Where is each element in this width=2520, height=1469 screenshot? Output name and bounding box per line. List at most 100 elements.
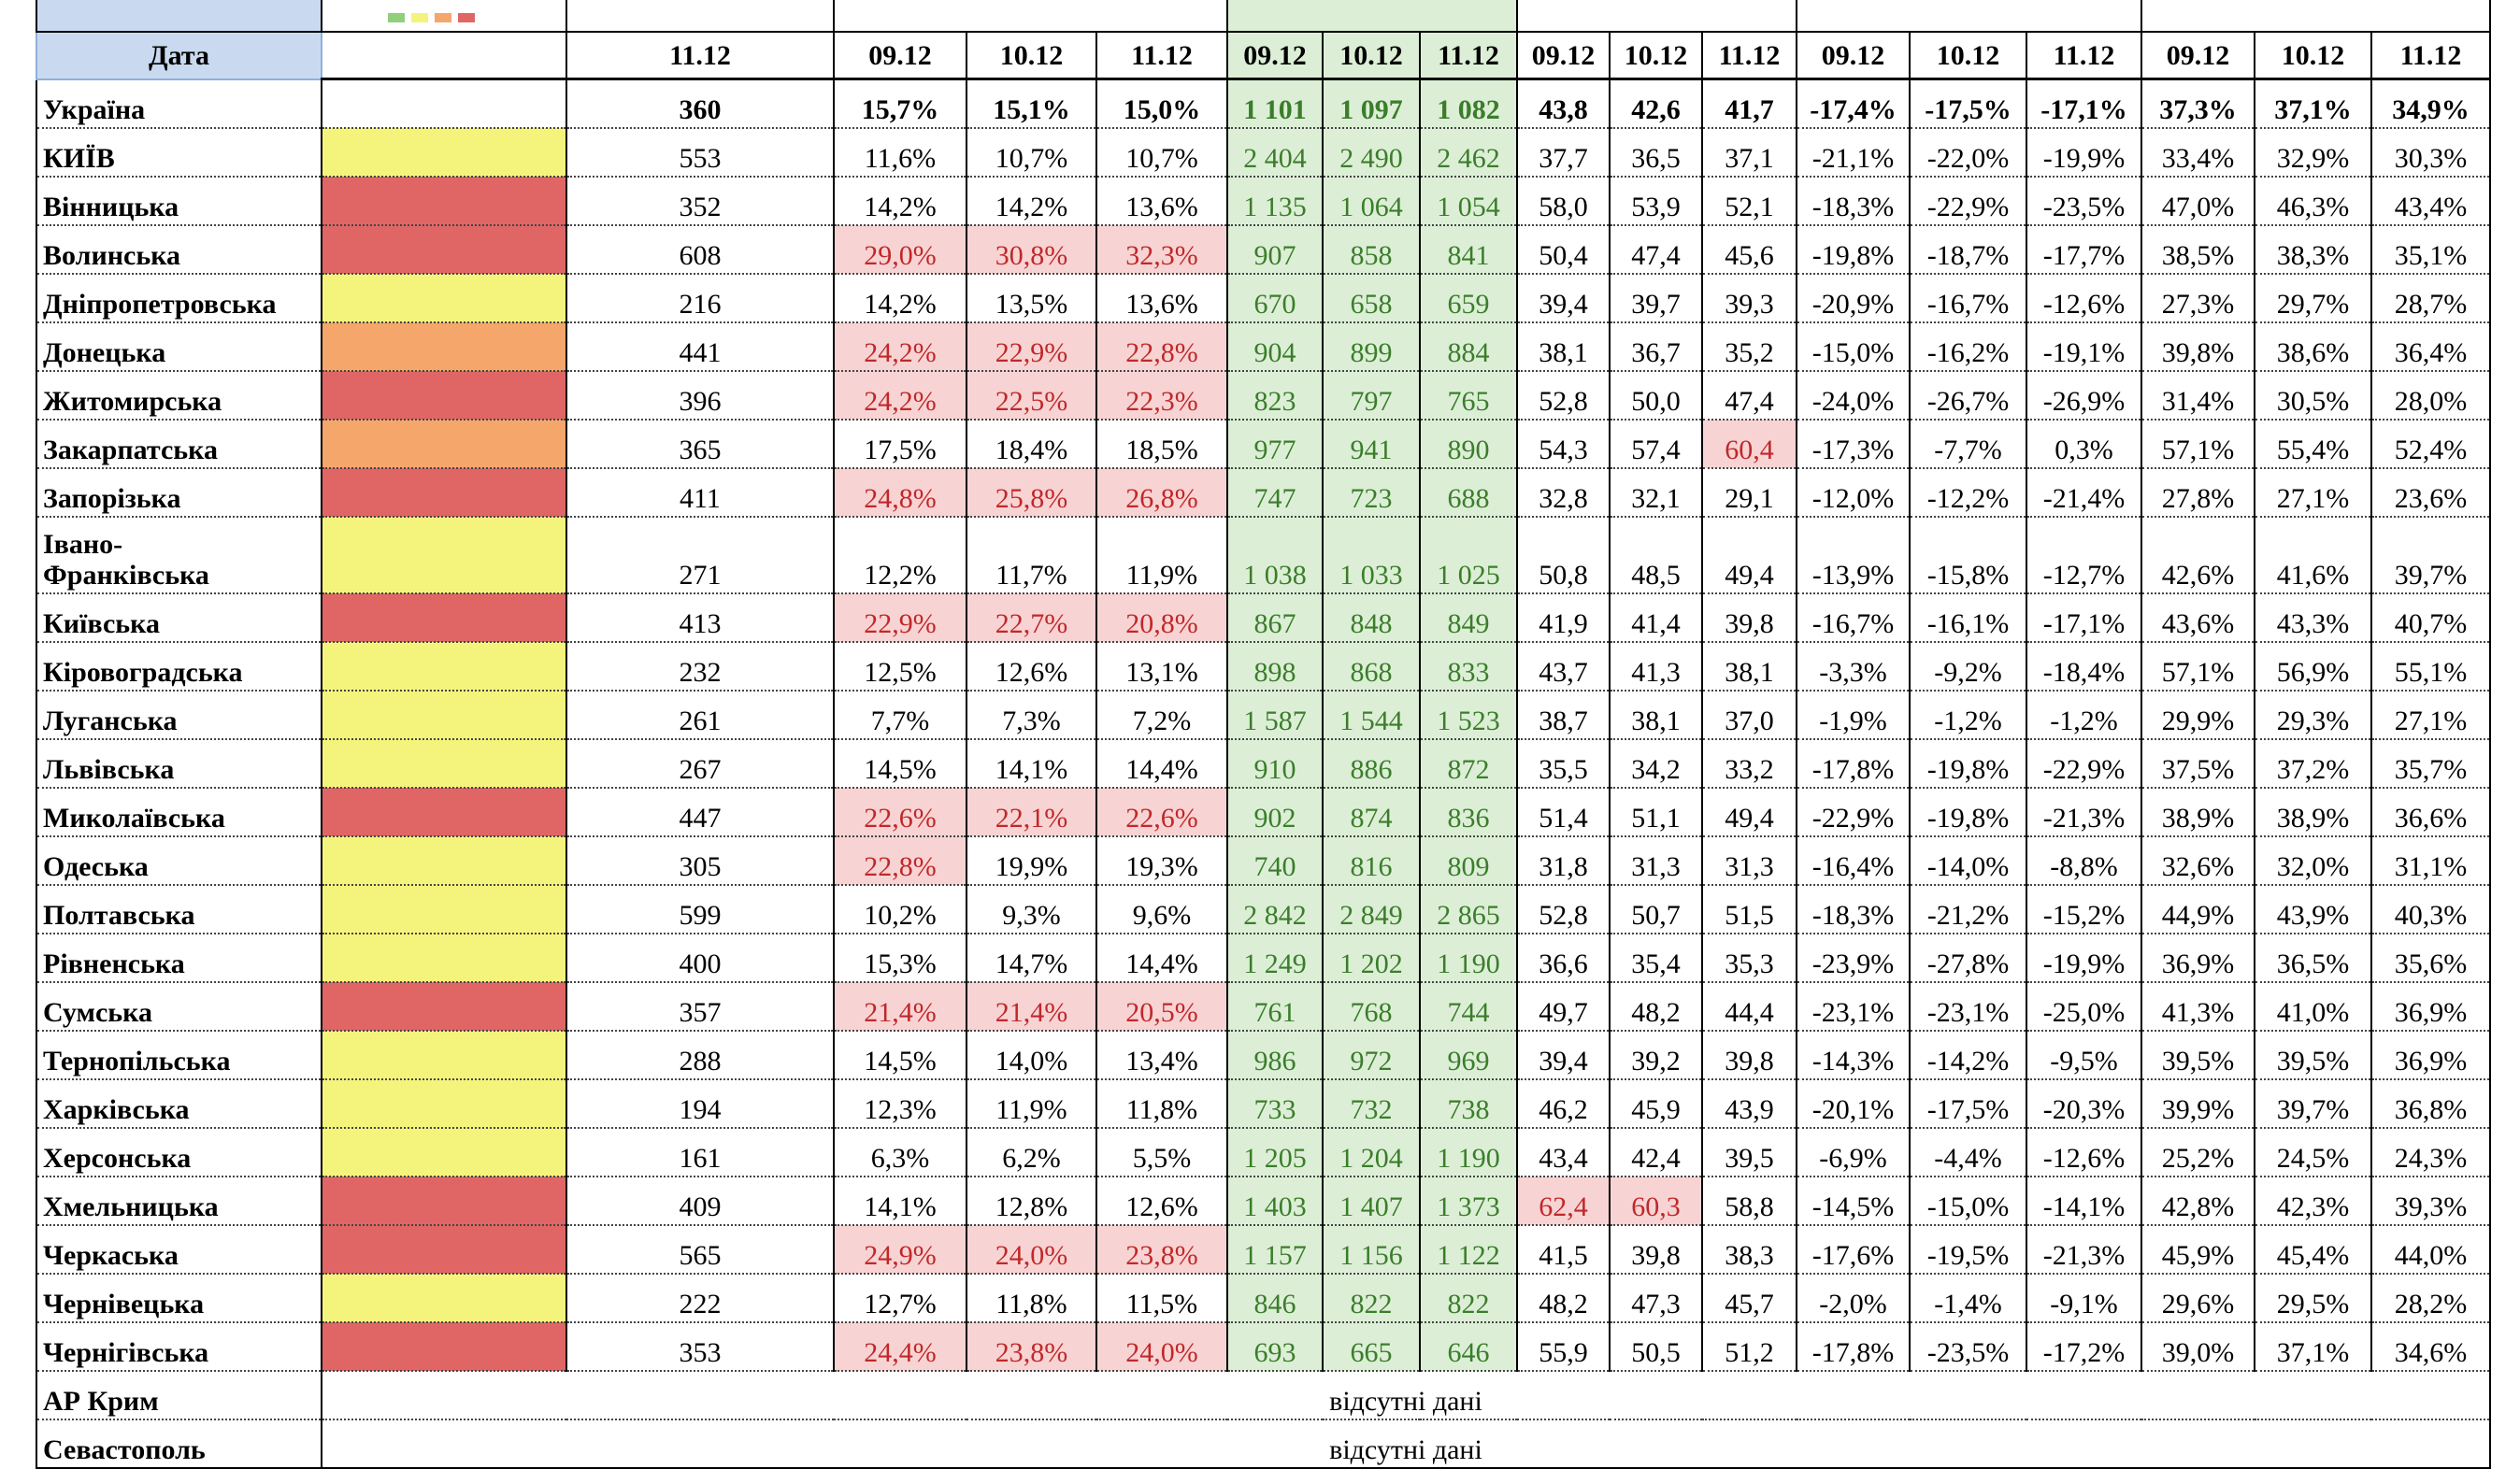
header-date: 10.12	[966, 32, 1097, 80]
value-cell: -3,3%	[1796, 642, 1911, 692]
value-cell: 52,8	[1516, 371, 1611, 421]
value-cell: 41,6%	[2254, 517, 2372, 594]
value-cell: 969	[1419, 1031, 1518, 1080]
value-cell: 38,1	[1701, 642, 1797, 692]
value-cell: 38,5%	[2141, 225, 2255, 275]
value-cell: 41,9	[1516, 593, 1611, 643]
table-row: Хмельницька 409 14,1% 12,8% 12,6% 1 403 1 407 1…	[36, 1177, 2491, 1226]
value-cell: -25,0%	[2026, 982, 2142, 1032]
value-cell: 55,4%	[2254, 420, 2372, 469]
value-cell: -20,3%	[2026, 1079, 2142, 1129]
value-cell: 768	[1322, 982, 1421, 1032]
value-cell: 365	[566, 420, 835, 469]
value-cell: 38,3	[1701, 1225, 1797, 1275]
value-cell: 1 064	[1322, 177, 1421, 226]
value-cell: 1 054	[1419, 177, 1518, 226]
value-cell: 53,9	[1609, 177, 1703, 226]
value-cell: 553	[566, 128, 835, 178]
value-cell: 39,7%	[2370, 517, 2491, 594]
value-cell: 33,4%	[2141, 128, 2255, 178]
value-cell: 738	[1419, 1079, 1518, 1129]
value-cell: 1 249	[1226, 934, 1324, 983]
value-cell: 688	[1419, 468, 1518, 518]
value-cell: 37,0	[1701, 691, 1797, 740]
value-cell: -19,8%	[1909, 788, 2027, 837]
status-cell	[321, 1274, 567, 1323]
region-name: Вінницька	[36, 177, 322, 226]
value-cell: 51,4	[1516, 788, 1611, 837]
value-cell: 24,3%	[2370, 1128, 2491, 1177]
value-cell: -14,0%	[1909, 836, 2027, 886]
status-cell	[321, 177, 567, 226]
table-row: Одеська 305 22,8% 19,9% 19,3% 740 816 809 31,8 31…	[36, 836, 2491, 886]
value-cell: -17,8%	[1796, 1322, 1911, 1372]
value-cell: 2 404	[1226, 128, 1324, 178]
value-cell: 57,1%	[2141, 642, 2255, 692]
table-row: Житомирська 396 24,2% 22,5% 22,3% 823 797 765 52…	[36, 371, 2491, 421]
status-cell	[321, 1031, 567, 1080]
value-cell: 37,1%	[2254, 78, 2372, 129]
value-cell: 50,8	[1516, 517, 1611, 594]
value-cell: 10,7%	[966, 128, 1097, 178]
value-cell: 47,4	[1701, 371, 1797, 421]
value-cell: 5,5%	[1095, 1128, 1228, 1177]
value-cell: 305	[566, 836, 835, 886]
value-cell: 1 204	[1322, 1128, 1421, 1177]
value-cell: 747	[1226, 468, 1324, 518]
value-cell: 27,8%	[2141, 468, 2255, 518]
region-name: Кіровоградська	[36, 642, 322, 692]
value-cell: 36,9%	[2141, 934, 2255, 983]
table-row: Вінницька 352 14,2% 14,2% 13,6% 1 135 1 064 1 0…	[36, 177, 2491, 226]
value-cell: 32,9%	[2254, 128, 2372, 178]
region-name: Житомирська	[36, 371, 322, 421]
value-cell: -16,7%	[1796, 593, 1911, 643]
value-cell: 608	[566, 225, 835, 275]
value-cell: 216	[566, 274, 835, 323]
value-cell: 12,8%	[966, 1177, 1097, 1226]
value-cell: 39,0%	[2141, 1322, 2255, 1372]
table-row: Чернівецька 222 12,7% 11,8% 11,5% 846 822 822 48…	[36, 1274, 2491, 1323]
value-cell: 39,4	[1516, 1031, 1611, 1080]
value-cell: 7,3%	[966, 691, 1097, 740]
value-cell: 22,6%	[1095, 788, 1228, 837]
value-cell: 809	[1419, 836, 1518, 886]
value-cell: 25,2%	[2141, 1128, 2255, 1177]
value-cell: -14,2%	[1909, 1031, 2027, 1080]
status-cell	[321, 322, 567, 372]
value-cell: -14,3%	[1796, 1031, 1911, 1080]
data-table: Дата 11.12 09.12 10.12 11.12 09.12 10.12 11.12 0…	[36, 0, 2491, 1469]
value-cell: 15,3%	[833, 934, 967, 983]
value-cell: 10,2%	[833, 885, 967, 934]
value-cell: 9,3%	[966, 885, 1097, 934]
value-cell: 907	[1226, 225, 1324, 275]
header-date: 10.12	[2254, 32, 2372, 80]
region-name: Львівська	[36, 739, 322, 789]
value-cell: 2 849	[1322, 885, 1421, 934]
value-cell: 874	[1322, 788, 1421, 837]
value-cell: 43,7	[1516, 642, 1611, 692]
value-cell: 24,0%	[966, 1225, 1097, 1275]
value-cell: 48,2	[1609, 982, 1703, 1032]
value-cell: 841	[1419, 225, 1518, 275]
value-cell: 36,4%	[2370, 322, 2491, 372]
status-cell	[321, 934, 567, 983]
header-date: 09.12	[1516, 32, 1611, 80]
value-cell: -16,4%	[1796, 836, 1911, 886]
status-cell	[321, 1128, 567, 1177]
value-cell: 823	[1226, 371, 1324, 421]
value-cell: 890	[1419, 420, 1518, 469]
value-cell: 413	[566, 593, 835, 643]
value-cell: 41,3%	[2141, 982, 2255, 1032]
value-cell: 1 156	[1322, 1225, 1421, 1275]
status-cell	[321, 1225, 567, 1275]
value-cell: -9,1%	[2026, 1274, 2142, 1323]
value-cell: 761	[1226, 982, 1324, 1032]
value-cell: 24,5%	[2254, 1128, 2372, 1177]
value-cell: 693	[1226, 1322, 1324, 1372]
value-cell: 14,4%	[1095, 934, 1228, 983]
header-date: 10.12	[1609, 32, 1703, 80]
value-cell: 45,6	[1701, 225, 1797, 275]
value-cell: 35,4	[1609, 934, 1703, 983]
value-cell: 38,6%	[2254, 322, 2372, 372]
header-row: Дата 11.12 09.12 10.12 11.12 09.12 10.12 11.12 0…	[36, 31, 2491, 80]
